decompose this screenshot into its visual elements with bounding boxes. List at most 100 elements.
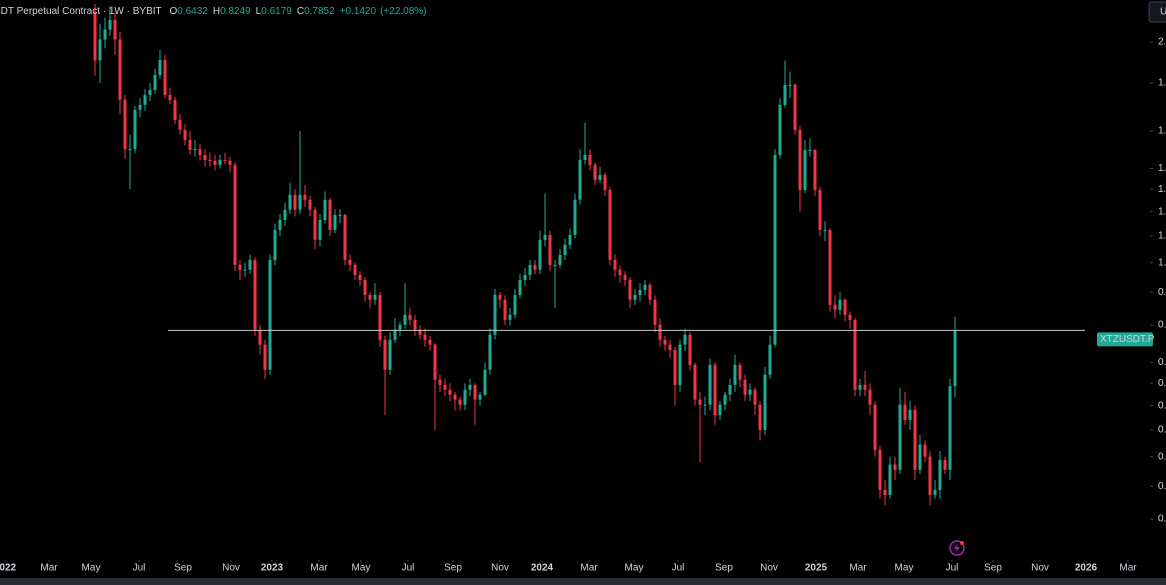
- y-tick-label: 0.: [1158, 320, 1166, 331]
- header: SDT Perpetual Contract · 1W · BYBIT O0.64…: [0, 6, 427, 17]
- candle-body: [113, 19, 117, 40]
- candle-body: [723, 394, 727, 405]
- candle-body: [338, 214, 342, 216]
- candle-body: [693, 364, 697, 400]
- candle-body: [608, 189, 612, 260]
- candle-body: [503, 299, 507, 320]
- candle-body: [198, 149, 202, 156]
- candle-body: [468, 384, 472, 390]
- candle-body: [363, 279, 367, 295]
- candle-body: [948, 386, 952, 470]
- candle-body: [443, 384, 447, 390]
- candle-body: [323, 199, 327, 220]
- y-tick-label: 0.: [1158, 451, 1166, 462]
- candle-body: [288, 194, 292, 210]
- candle-body: [293, 194, 297, 210]
- icon-ring: [949, 540, 965, 556]
- candle-body: [173, 100, 177, 120]
- candle-body: [383, 339, 387, 370]
- candle-body: [328, 199, 332, 230]
- candle-body: [798, 129, 802, 190]
- candle-body: [703, 404, 707, 406]
- candle-body: [683, 334, 687, 345]
- x-tick-label: Jul: [402, 563, 415, 574]
- x-tick-label: 2024: [531, 563, 554, 574]
- x-tick-label: Jul: [672, 563, 685, 574]
- candle-body: [903, 404, 907, 420]
- candle-body: [258, 329, 262, 345]
- candle-body: [848, 314, 852, 320]
- candle-body: [158, 59, 162, 76]
- header-title: SDT Perpetual Contract · 1W · BYBIT: [0, 6, 162, 17]
- candle-body: [203, 155, 207, 161]
- x-tick-label: Mar: [849, 563, 867, 574]
- candle-body: [588, 155, 592, 165]
- candle-body: [238, 264, 242, 270]
- candle-body: [843, 299, 847, 315]
- candle-body: [708, 364, 712, 405]
- candle-body: [343, 214, 347, 260]
- candle-body: [753, 389, 757, 405]
- candle-body: [168, 95, 172, 101]
- candle-body: [378, 294, 382, 340]
- candle-body: [603, 174, 607, 190]
- candle-body: [93, 11, 97, 61]
- candle-body: [898, 404, 902, 470]
- candle-body: [353, 264, 357, 275]
- y-tick-label: 1.: [1158, 206, 1166, 217]
- candle-body: [578, 160, 582, 200]
- y-tick-label: 1.: [1158, 78, 1166, 89]
- candle-body: [718, 404, 722, 416]
- x-tick-label: 2026: [1075, 563, 1098, 574]
- candle-body: [303, 194, 307, 200]
- candle-body: [423, 334, 427, 340]
- y-tick-label: 0.: [1158, 400, 1166, 411]
- candle-body: [433, 344, 437, 380]
- candles: [93, 3, 957, 506]
- candle-body: [758, 404, 762, 430]
- candle-body: [768, 344, 772, 375]
- x-tick-label: Nov: [491, 563, 509, 574]
- candle-body: [283, 209, 287, 220]
- candle-body: [933, 489, 937, 495]
- candle-body: [493, 294, 497, 335]
- x-tick-label: Sep: [444, 563, 462, 574]
- y-tick-label: 0.: [1158, 481, 1166, 492]
- candle-body: [838, 299, 842, 310]
- x-tick-label: 2023: [261, 563, 284, 574]
- candle-body: [628, 279, 632, 300]
- candle-body: [473, 384, 477, 400]
- candle-body: [453, 394, 457, 400]
- y-tick-label: 1.: [1158, 126, 1166, 137]
- candle-body: [593, 164, 597, 180]
- candle-body: [178, 119, 182, 130]
- x-tick-label: Mar: [40, 563, 58, 574]
- candle-body: [458, 399, 462, 405]
- candle-body: [348, 259, 352, 265]
- x-tick-label: Nov: [1031, 563, 1049, 574]
- candle-body: [218, 160, 222, 165]
- candle-body: [538, 239, 542, 270]
- candle-body: [713, 364, 717, 416]
- corner-button[interactable]: [1148, 1, 1166, 23]
- corner-button-label[interactable]: U: [1160, 7, 1166, 18]
- y-tick-label: 1.: [1158, 231, 1166, 242]
- candle-body: [508, 314, 512, 320]
- candle-body: [313, 209, 317, 240]
- candle-body: [803, 149, 807, 190]
- candle-body: [208, 160, 212, 162]
- candle-body: [728, 384, 732, 395]
- candle-body: [153, 75, 157, 91]
- candle-body: [653, 299, 657, 325]
- icon-dot: [960, 541, 964, 545]
- candle-body: [518, 279, 522, 295]
- symbol-tag: XTZUSDT.P: [1100, 334, 1155, 345]
- x-tick-label: Mar: [580, 563, 598, 574]
- candle-body: [668, 344, 672, 350]
- y-tick-label: 0.: [1158, 514, 1166, 525]
- ohlc-value: 0.6179: [261, 6, 292, 17]
- candle-body: [358, 274, 362, 280]
- ohlc-label: H: [213, 6, 220, 17]
- candle-body: [928, 456, 932, 495]
- candle-body: [558, 254, 562, 265]
